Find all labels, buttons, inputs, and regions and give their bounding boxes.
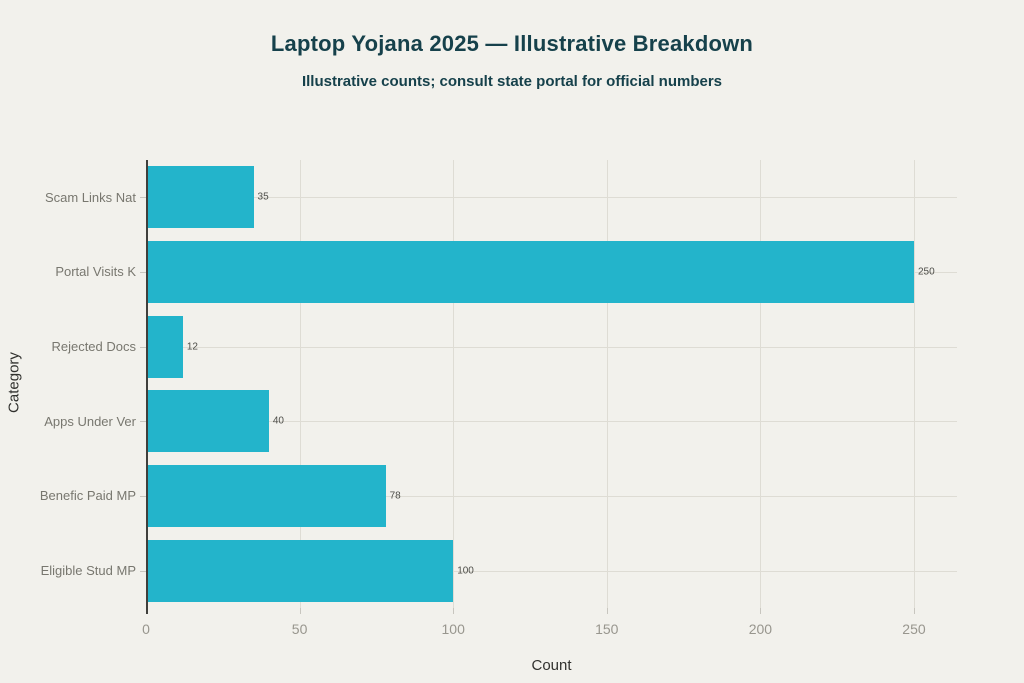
y-tick-label-benefic-paid-mp: Benefic Paid MP (39, 488, 136, 504)
x-tick-label-250: 250 (902, 621, 926, 637)
bar-apps-under-ver (146, 390, 269, 453)
vertical-gridline-100 (453, 160, 455, 608)
vertical-gridline-250 (913, 160, 915, 608)
x-tick-mark-100 (453, 608, 455, 614)
y-tick-label-scam-links-nat: Scam Links Nat (44, 189, 136, 205)
bar-row-portal-visits-k: 250 (146, 235, 957, 310)
x-tick-label-200: 200 (748, 621, 773, 637)
horizontal-gridline (146, 495, 957, 497)
value-label-benefic-paid-mp: 78 (389, 490, 401, 502)
bar-rejected-docs (146, 315, 183, 378)
y-tick-mark (140, 496, 146, 497)
horizontal-gridline (146, 197, 957, 199)
value-label-portal-visits-k: 250 (917, 266, 935, 278)
x-axis-title: Count (531, 657, 572, 674)
x-tick-label-150: 150 (595, 621, 619, 637)
bar-benefic-paid-mp (146, 464, 386, 527)
value-label-scam-links-nat: 35 (257, 191, 269, 203)
y-tick-mark (140, 421, 146, 423)
x-tick-label-0: 0 (142, 621, 150, 637)
bar-portal-visits-k (146, 240, 914, 303)
bar-row-eligible-stud-mp: 100 (146, 533, 957, 608)
horizontal-gridline (146, 421, 957, 423)
y-tick-label-rejected-docs: Rejected Docs (51, 339, 136, 355)
x-tick-mark-50 (299, 608, 301, 614)
x-tick-mark-250 (913, 608, 915, 614)
horizontal-gridline (146, 346, 957, 348)
value-label-apps-under-ver: 40 (272, 415, 284, 427)
vertical-gridline-150 (606, 160, 608, 608)
vertical-gridline-200 (760, 160, 762, 608)
chart-subtitle: Illustrative counts; consult state porta… (301, 73, 723, 90)
vertical-gridline-50 (299, 160, 301, 608)
y-tick-mark (140, 272, 146, 273)
value-label-eligible-stud-mp: 100 (457, 565, 474, 577)
horizontal-gridline (146, 570, 957, 572)
bar-eligible-stud-mp (146, 539, 454, 602)
chart-title: Laptop Yojana 2025 — Illustrative Breakd… (270, 31, 754, 56)
bar-row-rejected-docs: 12 (146, 309, 957, 384)
value-label-rejected-docs: 12 (186, 341, 198, 353)
x-tick-mark-200 (760, 608, 762, 614)
bar-row-scam-links-nat: 35 (146, 160, 957, 235)
plot-area: 35 250 12 40 78 100 (146, 160, 957, 608)
bar-row-apps-under-ver: 40 (146, 384, 957, 459)
bar-scam-links-nat (146, 166, 254, 229)
y-tick-mark (140, 570, 146, 572)
y-tick-mark (140, 197, 146, 199)
y-tick-label-portal-visits-k: Portal Visits K (55, 264, 136, 280)
y-tick-label-apps-under-ver: Apps Under Ver (44, 413, 136, 429)
y-axis-line (146, 160, 148, 614)
x-tick-label-100: 100 (441, 621, 465, 637)
y-tick-mark (140, 346, 146, 348)
y-tick-label-eligible-stud-mp: Eligible Stud MP (40, 563, 136, 579)
x-tick-mark-150 (606, 608, 608, 614)
x-tick-label-50: 50 (291, 621, 308, 637)
bar-row-benefic-paid-mp: 78 (146, 459, 957, 534)
